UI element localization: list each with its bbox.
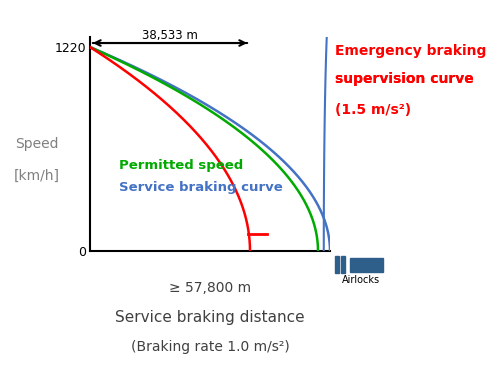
Text: (Braking rate 1.0 m/s²): (Braking rate 1.0 m/s²) xyxy=(130,340,290,354)
Text: 38,533 m: 38,533 m xyxy=(142,29,198,42)
Text: Emergency braking: Emergency braking xyxy=(335,44,486,58)
Bar xyxy=(342,256,345,273)
Bar xyxy=(350,258,382,272)
Text: Airlocks: Airlocks xyxy=(342,275,380,285)
Text: ≥ 57,800 m: ≥ 57,800 m xyxy=(169,281,251,295)
Bar xyxy=(335,256,339,273)
Text: Speed: Speed xyxy=(16,137,59,151)
Text: Service braking curve: Service braking curve xyxy=(119,181,282,194)
Text: supervision curve: supervision curve xyxy=(335,72,474,86)
Text: Permitted speed: Permitted speed xyxy=(119,159,243,172)
Text: supervision curve: supervision curve xyxy=(335,72,474,86)
Text: (1.5 m/s²): (1.5 m/s²) xyxy=(335,103,411,117)
Text: Service braking distance: Service braking distance xyxy=(115,310,305,325)
Text: [km/h]: [km/h] xyxy=(14,169,60,183)
